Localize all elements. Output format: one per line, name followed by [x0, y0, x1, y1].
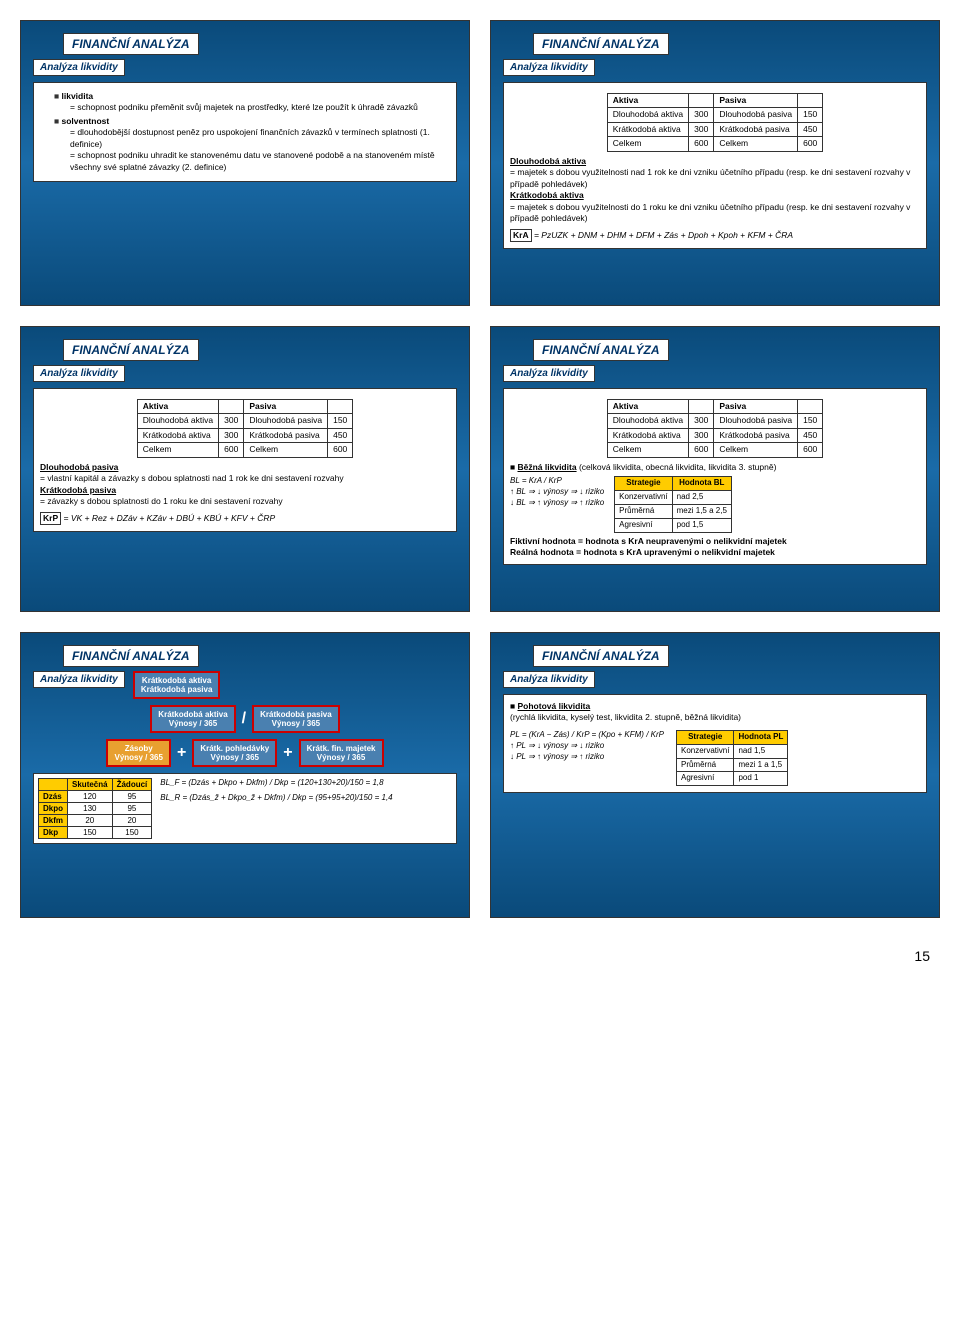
balance-table: AktivaPasiva Dlouhodobá aktiva300Dlouhod…	[137, 399, 354, 458]
fiktivni: Fiktivní hodnota = hodnota s KrA neuprav…	[510, 536, 787, 546]
flow-bot: Zásoby Výnosy / 365 + Krátk. pohledávky …	[33, 739, 457, 767]
slide-3: FINANČNÍ ANALÝZA Analýza likvidity Aktiv…	[20, 326, 470, 612]
plus-op: +	[283, 744, 292, 762]
slide-2: FINANČNÍ ANALÝZA Analýza likvidity Aktiv…	[490, 20, 940, 306]
flow-top: Krátkodobá aktiva Krátkodobá pasiva	[133, 671, 221, 699]
content: ■ Pohotová likvidita (rychlá likvidita, …	[503, 694, 927, 793]
kra-label: KrA	[510, 229, 532, 242]
pl-rule1: ↑ PL ⇒ ↓ výnosy ⇒ ↓ riziko	[510, 741, 664, 752]
subtitle: Analýza likvidity	[33, 59, 125, 76]
divide-op: /	[242, 710, 246, 728]
title: FINANČNÍ ANALÝZA	[533, 339, 669, 361]
solventnost-heading: solventnost	[62, 116, 110, 126]
strategy-table: StrategieHodnota PL Konzervativnínad 1,5…	[676, 730, 788, 786]
title: FINANČNÍ ANALÝZA	[63, 645, 199, 667]
bezna-likvidita-h: Běžná likvidita	[518, 462, 577, 472]
pohotova-h: Pohotová likvidita	[518, 701, 591, 711]
likvidita-heading: likvidita	[62, 91, 94, 101]
flow-mid: Krátkodobá aktiva Výnosy / 365 / Krátkod…	[33, 705, 457, 733]
kratkodoba-aktiva-h: Krátkodobá aktiva	[510, 190, 920, 201]
pl-rule2: ↓ PL ⇒ ↑ výnosy ⇒ ↑ riziko	[510, 752, 664, 763]
flow-bot-a: Zásoby Výnosy / 365	[106, 739, 170, 767]
dlouhodoba-pasiva-t: = vlastní kapitál a závazky s dobou spla…	[40, 473, 450, 484]
pl-formula: PL = (KrA − Zás) / KrP = (Kpo + KFM) / K…	[510, 730, 664, 741]
page-number: 15	[0, 938, 960, 974]
strategy-table: StrategieHodnota BL Konzervativnínad 2,5…	[614, 476, 732, 532]
krp-label: KrP	[40, 512, 61, 525]
title: FINANČNÍ ANALÝZA	[63, 339, 199, 361]
slide-1: FINANČNÍ ANALÝZA Analýza likvidity likvi…	[20, 20, 470, 306]
dlouhodoba-pasiva-h: Dlouhodobá pasiva	[40, 462, 450, 473]
bl-rule2: ↓ BL ⇒ ↑ výnosy ⇒ ↑ riziko	[510, 498, 604, 509]
blf-eq: BL_F = (Dzás + Dkpo + Dkfm) / Dkp = (120…	[160, 778, 392, 787]
title: FINANČNÍ ANALÝZA	[533, 33, 669, 55]
kratkodoba-aktiva-t: = majetek s dobou využitelnosti do 1 rok…	[510, 202, 920, 225]
subtitle: Analýza likvidity	[503, 365, 595, 382]
subtitle: Analýza likvidity	[503, 671, 595, 688]
bl-formula: BL = KrA / KrP	[510, 476, 604, 487]
flow-mid-a: Krátkodobá aktiva Výnosy / 365	[150, 705, 235, 733]
content: AktivaPasiva Dlouhodobá aktiva300Dlouhod…	[33, 388, 457, 532]
content: likvidita = schopnost podniku přeměnit s…	[33, 82, 457, 182]
subtitle: Analýza likvidity	[33, 671, 125, 688]
content: AktivaPasiva Dlouhodobá aktiva300Dlouhod…	[503, 82, 927, 249]
kra-formula: = PzUZK + DNM + DHM + DFM + Zás + Dpoh +…	[534, 230, 793, 240]
content: AktivaPasiva Dlouhodobá aktiva300Dlouhod…	[503, 388, 927, 565]
dlouhodoba-aktiva-t: = majetek s dobou využitelnosti nad 1 ro…	[510, 167, 920, 190]
balance-table: AktivaPasiva Dlouhodobá aktiva300Dlouhod…	[607, 93, 824, 152]
kratkodoba-pasiva-h: Krátkodobá pasiva	[40, 485, 450, 496]
bezna-likvidita-desc: (celková likvidita, obecná likvidita, li…	[579, 462, 776, 472]
solventnost-def2: = schopnost podniku uhradit ke stanovené…	[54, 150, 450, 173]
dlouhodoba-aktiva-h: Dlouhodobá aktiva	[510, 156, 920, 167]
blr-eq: BL_R = (Dzás_ž + Dkpo_ž + Dkfm) / Dkp = …	[160, 793, 392, 802]
likvidita-def: = schopnost podniku přeměnit svůj majete…	[54, 102, 450, 113]
slide-4: FINANČNÍ ANALÝZA Analýza likvidity Aktiv…	[490, 326, 940, 612]
subtitle: Analýza likvidity	[503, 59, 595, 76]
flow-bot-c: Krátk. fin. majetek Výnosy / 365	[299, 739, 384, 767]
title: FINANČNÍ ANALÝZA	[63, 33, 199, 55]
solventnost-def1: = dlouhodobější dostupnost peněz pro usp…	[54, 127, 450, 150]
kratkodoba-pasiva-t: = závazky s dobou splatnosti do 1 roku k…	[40, 496, 450, 507]
plus-op: +	[177, 744, 186, 762]
title: FINANČNÍ ANALÝZA	[533, 645, 669, 667]
slide-5: FINANČNÍ ANALÝZA Analýza likvidity Krátk…	[20, 632, 470, 918]
realna: Reálná hodnota = hodnota s KrA upraveným…	[510, 547, 775, 557]
pohotova-desc: (rychlá likvidita, kyselý test, likvidit…	[510, 712, 920, 723]
balance-table: AktivaPasiva Dlouhodobá aktiva300Dlouhod…	[607, 399, 824, 458]
mini-table: SkutečnáŽádoucí Dzás12095 Dkpo13095 Dkfm…	[38, 778, 152, 839]
subtitle: Analýza likvidity	[33, 365, 125, 382]
flow-bot-b: Krátk. pohledávky Výnosy / 365	[192, 739, 277, 767]
bl-rule1: ↑ BL ⇒ ↓ výnosy ⇒ ↓ riziko	[510, 487, 604, 498]
flow-mid-b: Krátkodobá pasiva Výnosy / 365	[252, 705, 340, 733]
krp-formula: = VK + Rez + DZáv + KZáv + DBÚ + KBÚ + K…	[64, 513, 276, 523]
slide-6: FINANČNÍ ANALÝZA Analýza likvidity ■ Poh…	[490, 632, 940, 918]
